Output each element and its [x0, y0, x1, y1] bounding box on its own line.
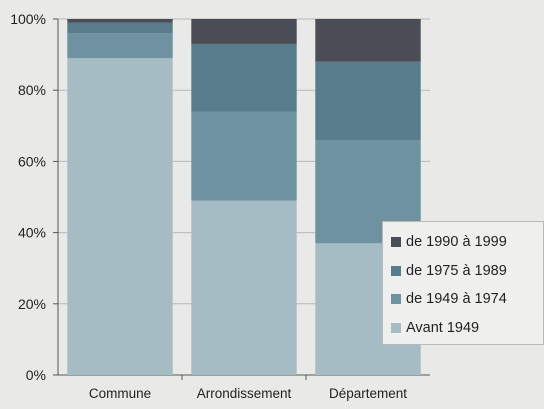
- legend-label: de 1990 à 1999: [406, 234, 507, 251]
- legend-label: de 1975 à 1989: [406, 262, 507, 279]
- y-tick-label: 40%: [18, 225, 46, 241]
- legend-label: Avant 1949: [406, 319, 480, 336]
- x-category-label: Département: [329, 386, 407, 401]
- y-tick-label: 100%: [10, 11, 46, 27]
- bar-segment: [191, 43, 297, 112]
- legend-swatch: [391, 294, 401, 305]
- legend-item: Avant 1949: [391, 314, 543, 343]
- bar-segment: [67, 58, 173, 375]
- bar-segment: [315, 61, 421, 141]
- bar-segment: [191, 200, 297, 375]
- legend-label: de 1949 à 1974: [406, 291, 507, 308]
- bar-segment: [67, 22, 173, 34]
- legend-item: de 1990 à 1999: [391, 228, 543, 257]
- legend: de 1990 à 1999 de 1975 à 1989 de 1949 à 19…: [382, 221, 544, 345]
- x-category-label: Arrondissement: [197, 386, 292, 401]
- legend-item: de 1975 à 1989: [391, 257, 543, 286]
- bar-segment: [67, 19, 173, 23]
- bar-segment: [67, 33, 173, 59]
- bar-segment: [315, 19, 421, 62]
- legend-swatch: [391, 265, 401, 276]
- legend-swatch: [391, 322, 401, 333]
- bar-segment: [191, 19, 297, 44]
- y-tick-label: 20%: [18, 296, 46, 312]
- bar-segment: [191, 111, 297, 201]
- x-category-label: Commune: [89, 386, 151, 401]
- y-tick-label: 0%: [26, 367, 46, 383]
- legend-item: de 1949 à 1974: [391, 285, 543, 314]
- y-tick-label: 80%: [18, 82, 46, 98]
- legend-swatch: [391, 237, 401, 248]
- y-tick-label: 60%: [18, 153, 46, 169]
